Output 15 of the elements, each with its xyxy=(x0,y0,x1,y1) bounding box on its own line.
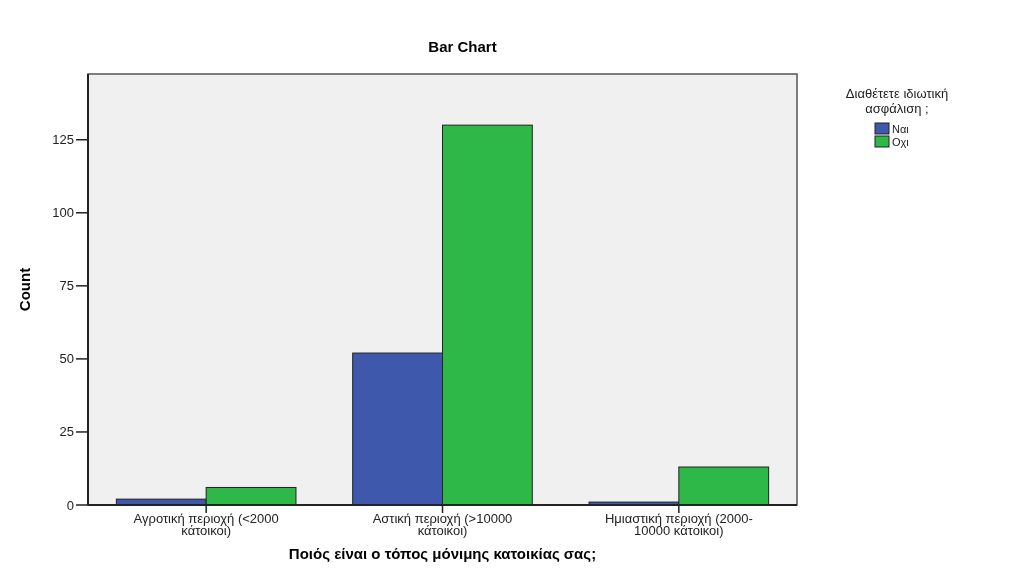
y-tick-label: 75 xyxy=(59,278,74,294)
y-tick-label: 50 xyxy=(59,351,74,367)
legend-title: Διαθέτετε ιδιωτική ασφάλιση ; xyxy=(845,86,949,116)
x-tick-label: Αγροτική περιοχή (<2000 κάτοικοι) xyxy=(133,511,279,538)
x-tick-label: Αστική περιοχή (>10000 κάτοικοι) xyxy=(372,511,513,538)
y-tick-label: 125 xyxy=(52,132,74,148)
x-axis-title: Ποιός είναι ο τόπος μόνιμης κατοικίας σας; xyxy=(288,545,597,562)
chart-title: Bar Chart xyxy=(428,38,497,55)
y-tick-label: 100 xyxy=(52,205,74,221)
legend-label: Ναι xyxy=(892,123,910,135)
legend-label: Οχι xyxy=(892,136,910,148)
y-tick-label: 25 xyxy=(59,424,74,440)
x-tick-label: Ημιαστική περιοχή (2000-10000 κάτοικοι) xyxy=(604,511,753,538)
y-tick-label: 0 xyxy=(66,497,74,513)
y-axis-title: Count xyxy=(16,267,33,312)
